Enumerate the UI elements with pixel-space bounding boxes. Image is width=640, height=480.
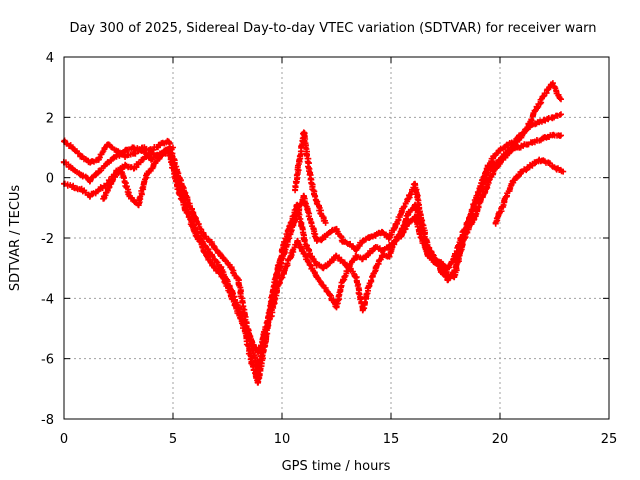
y-tick-label: -4 (41, 292, 54, 307)
x-tick-label: 20 (492, 432, 509, 447)
series-track-e (492, 156, 567, 227)
x-axis-label: GPS time / hours (282, 459, 391, 474)
y-tick-label: -6 (41, 353, 54, 368)
y-tick-label: 2 (46, 111, 54, 126)
series-track-f (292, 129, 329, 226)
x-tick-label: 10 (274, 432, 291, 447)
x-tick-label: 25 (601, 432, 618, 447)
y-tick-label: 0 (46, 172, 54, 187)
y-tick-label: 4 (46, 51, 54, 66)
y-tick-label: -2 (41, 232, 54, 247)
data-points (492, 156, 567, 227)
x-tick-label: 0 (60, 432, 68, 447)
y-axis-label: SDTVAR / TECUs (8, 185, 23, 292)
y-tick-label: -8 (41, 413, 54, 428)
chart-title: Day 300 of 2025, Sidereal Day-to-day VTE… (69, 21, 596, 36)
data-points (100, 144, 176, 209)
data-points (292, 129, 329, 226)
series-track-a (61, 111, 564, 375)
x-tick-label: 5 (169, 432, 177, 447)
x-tick-label: 15 (383, 432, 400, 447)
data-layer (60, 80, 567, 386)
series-track-d (100, 144, 176, 209)
data-points (61, 111, 564, 375)
grid (64, 57, 609, 419)
axis-ticks: 0 5 10 15 20 25 -8 -6 -4 -2 0 2 4 (41, 51, 617, 447)
